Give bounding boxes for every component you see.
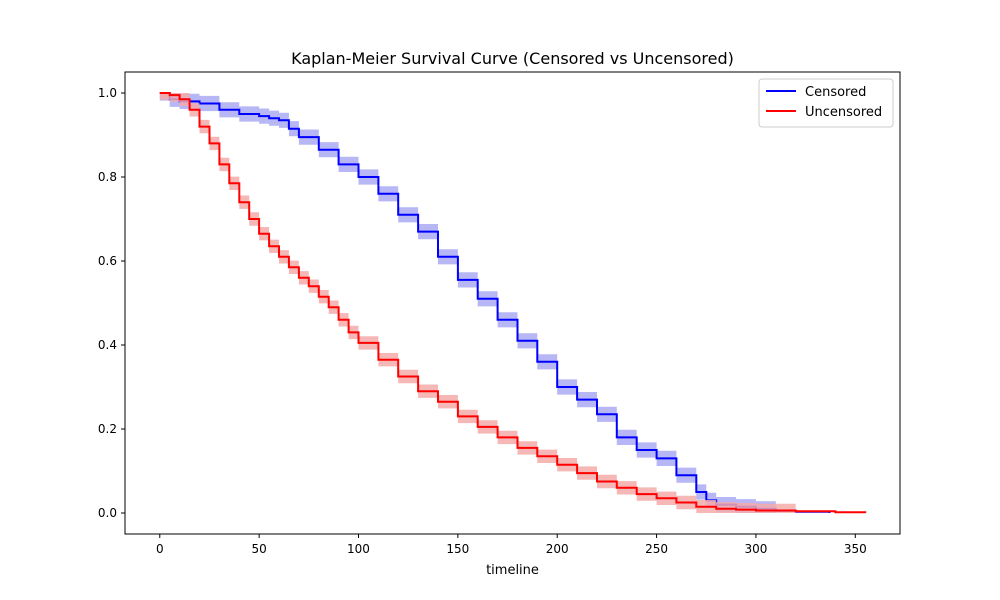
- series-line-uncensored: [159, 92, 867, 514]
- series-line-censored: [159, 92, 831, 513]
- legend: Censored Uncensored: [758, 78, 894, 128]
- y-tick-label: 0.0: [98, 506, 117, 520]
- y-tick-label: 0.2: [98, 422, 117, 436]
- x-tick-label: 0: [156, 542, 164, 556]
- plot-area: [159, 92, 867, 514]
- legend-label-censored: Censored: [805, 85, 866, 100]
- plot-frame: [124, 71, 901, 535]
- x-axis: 0 50 100 150 200 250 300 350: [156, 534, 867, 556]
- legend-label-uncensored: Uncensored: [805, 105, 882, 120]
- x-tick-label: 100: [347, 542, 370, 556]
- y-tick-label: 0.4: [98, 338, 117, 352]
- x-axis-label: timeline: [486, 563, 539, 578]
- y-tick-label: 0.8: [98, 170, 117, 184]
- x-tick-label: 200: [546, 542, 569, 556]
- y-tick-label: 1.0: [98, 86, 117, 100]
- confidence-band-censored: [159, 93, 830, 513]
- x-tick-label: 300: [744, 542, 767, 556]
- y-axis: 0.0 0.2 0.4 0.6 0.8 1.0: [98, 86, 125, 520]
- x-tick-label: 50: [251, 542, 266, 556]
- x-tick-label: 250: [645, 542, 668, 556]
- y-tick-label: 0.6: [98, 254, 117, 268]
- x-tick-label: 350: [844, 542, 867, 556]
- chart-title: Kaplan-Meier Survival Curve (Censored vs…: [291, 49, 734, 68]
- x-tick-label: 150: [446, 542, 469, 556]
